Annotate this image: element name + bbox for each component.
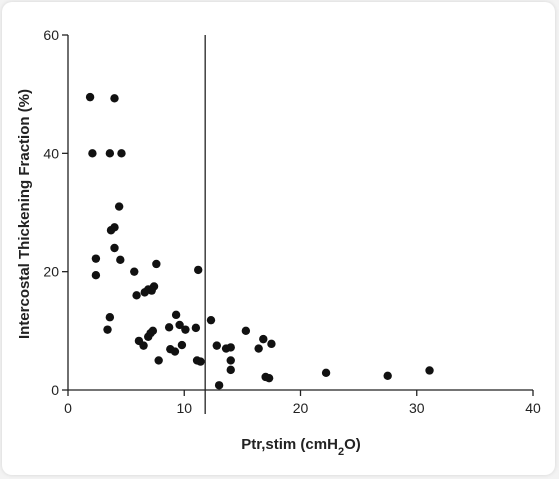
x-tick-label: 10	[176, 400, 192, 416]
data-point	[152, 259, 161, 269]
data-point	[130, 267, 139, 276]
data-point	[181, 325, 190, 334]
data-point	[154, 356, 163, 365]
y-tick-label: 40	[43, 145, 59, 161]
data-point	[267, 339, 276, 349]
data-point	[226, 365, 235, 375]
data-point	[425, 366, 434, 375]
data-point	[148, 326, 158, 336]
data-point	[254, 344, 263, 353]
y-tick-label: 0	[51, 382, 59, 398]
x-axis-title-subscript: 2	[338, 446, 344, 458]
y-tick-label: 60	[43, 27, 59, 43]
data-point	[264, 373, 274, 383]
data-point	[191, 323, 201, 333]
y-axis-title: Intercostal Thickening Fraction (%)	[16, 89, 33, 339]
x-tick-label: 20	[293, 400, 309, 416]
data-point	[226, 343, 235, 352]
y-axis: 0 20 40 60	[43, 27, 69, 398]
data-point	[241, 326, 251, 336]
data-point	[164, 323, 174, 332]
x-axis-title: Ptr,stim (cmH2O)	[241, 436, 361, 458]
data-point	[259, 334, 268, 344]
data-point	[110, 223, 119, 232]
data-point	[110, 94, 119, 103]
data-point	[105, 149, 115, 158]
data-point	[196, 357, 205, 366]
data-point	[226, 356, 235, 365]
x-axis: 0 10 20 30 40	[64, 389, 541, 416]
data-point	[177, 340, 187, 350]
data-point	[175, 320, 184, 330]
data-point	[171, 310, 181, 320]
data-point	[147, 286, 156, 295]
data-point	[139, 341, 148, 350]
data-point	[383, 371, 392, 380]
data-point	[114, 202, 124, 211]
y-tick-label: 20	[43, 264, 59, 280]
data-point	[212, 341, 221, 350]
data-point	[91, 271, 101, 280]
data-point	[321, 368, 331, 378]
chart-card	[2, 2, 555, 475]
x-tick-label: 40	[525, 400, 541, 416]
data-point	[170, 347, 180, 356]
x-tick-label: 0	[64, 400, 72, 416]
data-point	[132, 291, 141, 300]
data-point	[91, 254, 101, 263]
data-point	[103, 325, 112, 334]
x-axis-title-main: Ptr,stim (cmH	[241, 436, 338, 453]
data-points	[85, 92, 434, 390]
data-point	[88, 149, 97, 158]
x-axis-title-tail: O)	[344, 436, 361, 453]
data-point	[116, 255, 125, 265]
data-point	[105, 313, 115, 322]
data-point	[117, 149, 126, 158]
data-point	[194, 265, 203, 275]
data-point	[85, 92, 95, 102]
data-point	[214, 381, 224, 390]
data-point	[206, 315, 216, 325]
data-point	[110, 243, 119, 253]
x-tick-label: 30	[409, 400, 425, 416]
